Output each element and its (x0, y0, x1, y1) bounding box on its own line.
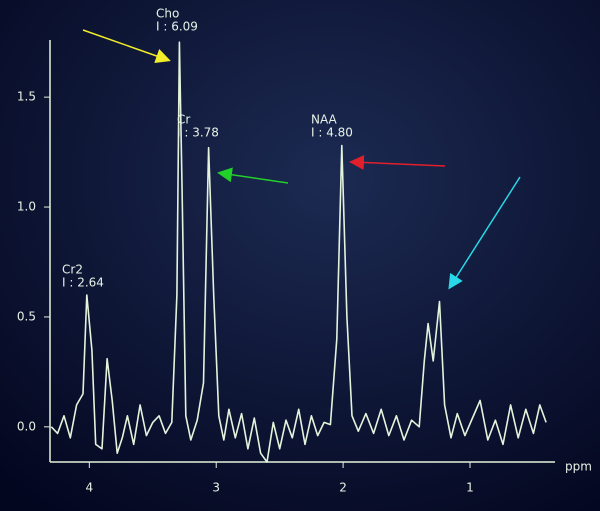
peak-name: Cho (156, 7, 179, 21)
peak-integral: I : 6.09 (156, 20, 198, 34)
arrow (448, 176, 521, 290)
x-tick-label: 4 (86, 481, 94, 495)
arrow (82, 29, 171, 64)
arrow (217, 167, 289, 184)
spectrum-line (50, 41, 547, 463)
y-tick-label: 1.5 (17, 90, 36, 104)
x-tick-label: 3 (212, 481, 220, 495)
y-tick-label: 0.5 (17, 309, 36, 323)
y-tick-label: 0.0 (17, 419, 36, 433)
peak-integral: I : 3.78 (177, 126, 219, 140)
x-tick-label: 2 (339, 481, 347, 495)
peak-integral: I : 4.80 (311, 126, 353, 140)
peak-name: Cr2 (62, 263, 83, 277)
arrow (349, 155, 446, 171)
y-tick-label: 1.0 (17, 200, 36, 214)
x-axis-label: ppm (565, 460, 592, 474)
peak-integral: I : 2.64 (62, 276, 104, 290)
x-tick-label: 1 (466, 481, 474, 495)
peak-name: NAA (311, 113, 338, 127)
peak-name: Cr (177, 113, 190, 127)
